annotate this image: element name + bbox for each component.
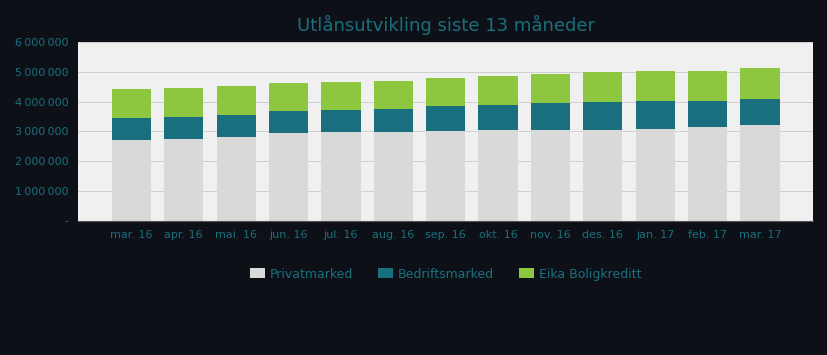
Bar <box>373 109 413 132</box>
Legend: Privatmarked, Bedriftsmarked, Eika Boligkreditt: Privatmarked, Bedriftsmarked, Eika Bolig… <box>244 262 646 285</box>
Bar <box>478 76 517 105</box>
Bar <box>687 71 726 101</box>
Bar <box>478 131 517 220</box>
Bar <box>530 74 570 103</box>
Bar <box>269 133 308 220</box>
Bar <box>269 111 308 133</box>
Bar <box>321 82 360 110</box>
Bar <box>426 106 465 131</box>
Bar <box>426 131 465 220</box>
Bar <box>739 125 779 220</box>
Bar <box>373 132 413 220</box>
Bar <box>635 71 674 101</box>
Bar <box>530 103 570 130</box>
Bar <box>582 102 622 130</box>
Bar <box>216 86 256 115</box>
Bar <box>112 89 151 118</box>
Bar <box>164 138 203 220</box>
Bar <box>321 132 360 220</box>
Bar <box>321 110 360 132</box>
Bar <box>478 105 517 131</box>
Bar <box>112 118 151 140</box>
Bar <box>373 81 413 109</box>
Bar <box>426 78 465 106</box>
Bar <box>216 137 256 220</box>
Bar <box>739 69 779 99</box>
Bar <box>269 83 308 111</box>
Title: Utlånsutvikling siste 13 måneder: Utlånsutvikling siste 13 måneder <box>296 15 594 35</box>
Bar <box>582 72 622 102</box>
Bar <box>112 140 151 220</box>
Bar <box>216 115 256 137</box>
Bar <box>582 130 622 220</box>
Bar <box>687 127 726 220</box>
Bar <box>530 130 570 220</box>
Bar <box>635 129 674 220</box>
Bar <box>635 101 674 129</box>
Bar <box>164 88 203 116</box>
Bar <box>687 101 726 127</box>
Bar <box>164 116 203 138</box>
Bar <box>739 99 779 125</box>
